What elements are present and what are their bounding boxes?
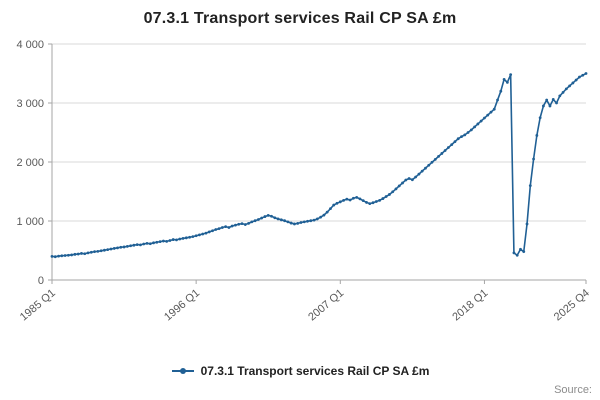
svg-text:1985 Q1: 1985 Q1 — [18, 287, 58, 323]
line-chart-plot-area: 0 1 000 2 000 3 000 4 000 1985 Q1 1996 Q1 2007 … — [16, 39, 592, 323]
svg-text:2025 Q4: 2025 Q4 — [552, 287, 592, 323]
svg-text:3 000: 3 000 — [16, 98, 44, 110]
svg-text:2018 Q1: 2018 Q1 — [450, 287, 490, 323]
series-line-icon — [171, 368, 194, 374]
svg-text:4 000: 4 000 — [16, 39, 44, 51]
legend-label: 07.3.1 Transport services Rail CP SA £m — [200, 364, 430, 378]
legend: 07.3.1 Transport services Rail CP SA £m — [0, 364, 600, 378]
source-text: Source: — [554, 384, 592, 396]
svg-text:0: 0 — [38, 275, 44, 287]
svg-text:1 000: 1 000 — [16, 216, 44, 228]
svg-text:1996 Q1: 1996 Q1 — [162, 287, 202, 323]
chart-title: 07.3.1 Transport services Rail CP SA £m — [143, 10, 457, 27]
svg-text:2 000: 2 000 — [16, 157, 44, 169]
svg-text:2007 Q1: 2007 Q1 — [306, 287, 346, 323]
